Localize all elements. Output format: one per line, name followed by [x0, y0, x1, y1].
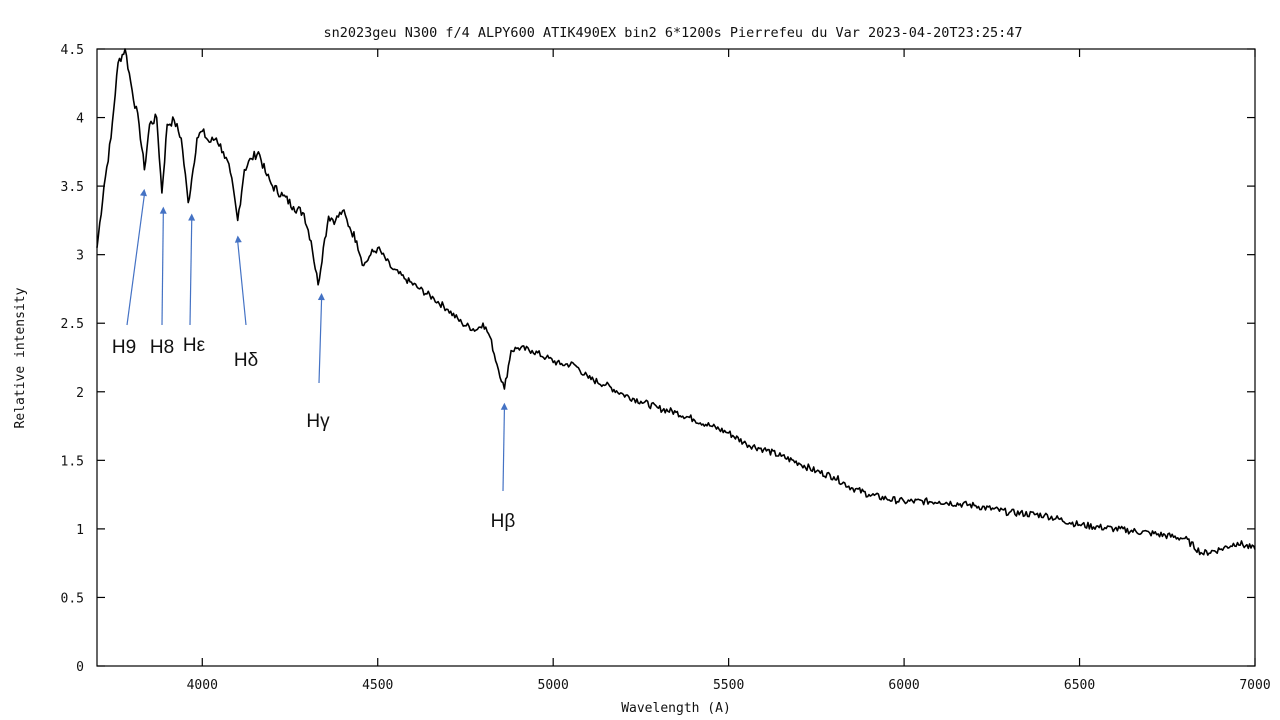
plot-frame	[96, 48, 1256, 667]
annotation-arrow	[161, 212, 164, 326]
annotation-arrowhead	[159, 206, 167, 214]
annotation-arrow	[237, 241, 247, 326]
x-tick-label: 7000	[1239, 678, 1270, 693]
annotation-arrowhead	[188, 213, 196, 221]
x-tick-label: 5500	[713, 678, 744, 693]
y-tick-label: 2	[76, 386, 84, 401]
line-annotations: H9 H8 Hε Hδ Hγ Hβ	[112, 188, 516, 532]
y-tick-label: 2.5	[61, 317, 84, 332]
annotation-arrow	[318, 299, 323, 384]
spectrum-line	[96, 48, 1256, 556]
x-tick-label: 4000	[187, 678, 218, 693]
y-tick-label: 4	[76, 112, 84, 127]
annotation-label: H9	[112, 337, 136, 358]
annotation-label: Hγ	[306, 411, 330, 432]
y-tick-label: 3	[76, 249, 84, 264]
annotation-arrowhead	[317, 293, 325, 301]
y-tick-label: 4.5	[61, 43, 84, 58]
annotation-arrowhead	[234, 235, 242, 243]
x-tick-label: 6500	[1064, 678, 1095, 693]
x-tick-label: 5000	[538, 678, 569, 693]
annotation-arrow	[126, 194, 145, 326]
x-tick-label: 4500	[362, 678, 393, 693]
annotation-label: Hβ	[491, 511, 516, 532]
x-axis: 4000 4500 5000 5500 6000 6500 7000	[187, 49, 1271, 693]
y-tick-label: 1.5	[61, 454, 84, 469]
x-axis-label: Wavelength (A)	[621, 701, 731, 716]
annotation-arrowhead	[500, 402, 508, 410]
y-tick-label: 0.5	[61, 591, 84, 606]
chart-title: sn2023geu N300 f/4 ALPY600 ATIK490EX bin…	[324, 25, 1023, 41]
annotation-arrowhead	[140, 188, 147, 197]
annotation-arrow	[502, 408, 506, 492]
y-axis-label: Relative intensity	[13, 287, 28, 428]
y-tick-label: 1	[76, 523, 84, 538]
y-axis: 0 0.5 1 1.5 2 2.5 3 3.5 4 4.5	[61, 43, 1255, 675]
annotation-arrow	[189, 219, 193, 326]
y-tick-label: 3.5	[61, 180, 84, 195]
annotation-label: H8	[150, 337, 174, 358]
y-tick-label: 0	[76, 660, 84, 675]
x-tick-label: 6000	[888, 678, 919, 693]
annotation-label: Hδ	[234, 350, 258, 371]
annotation-label: Hε	[183, 335, 206, 356]
